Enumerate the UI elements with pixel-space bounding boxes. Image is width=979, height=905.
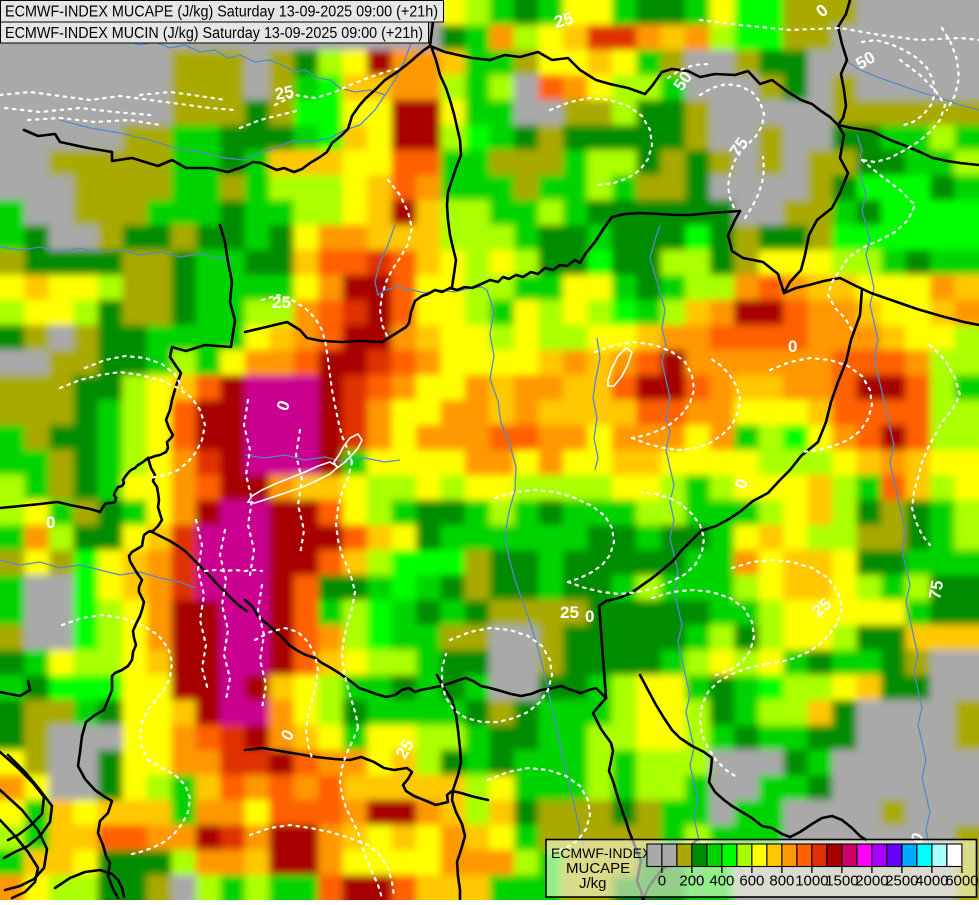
svg-text:25: 25 — [560, 603, 579, 622]
svg-text:75: 75 — [925, 579, 947, 601]
svg-text:1500: 1500 — [825, 873, 858, 890]
svg-text:0: 0 — [658, 873, 666, 890]
svg-text:0: 0 — [585, 607, 594, 626]
svg-text:1000: 1000 — [795, 873, 828, 890]
svg-text:0: 0 — [788, 337, 797, 356]
svg-text:ECMWF-INDEX MUCIN (J/kg) Satur: ECMWF-INDEX MUCIN (J/kg) Saturday 13-09-… — [5, 25, 423, 42]
svg-text:25: 25 — [272, 293, 291, 312]
svg-text:400: 400 — [709, 873, 734, 890]
svg-text:J/kg: J/kg — [579, 875, 607, 892]
svg-text:200: 200 — [679, 873, 704, 890]
svg-text:ECMWF-INDEX MUCAPE (J/kg) Satu: ECMWF-INDEX MUCAPE (J/kg) Saturday 13-09… — [5, 4, 438, 21]
svg-text:25: 25 — [273, 82, 295, 104]
svg-text:6000: 6000 — [945, 873, 978, 890]
svg-text:2500: 2500 — [885, 873, 918, 890]
svg-text:800: 800 — [769, 873, 794, 890]
svg-text:4000: 4000 — [915, 873, 948, 890]
svg-text:0: 0 — [46, 513, 55, 532]
svg-text:2000: 2000 — [855, 873, 888, 890]
svg-text:ECMWF-INDEX: ECMWF-INDEX — [551, 845, 652, 861]
svg-text:600: 600 — [739, 873, 764, 890]
